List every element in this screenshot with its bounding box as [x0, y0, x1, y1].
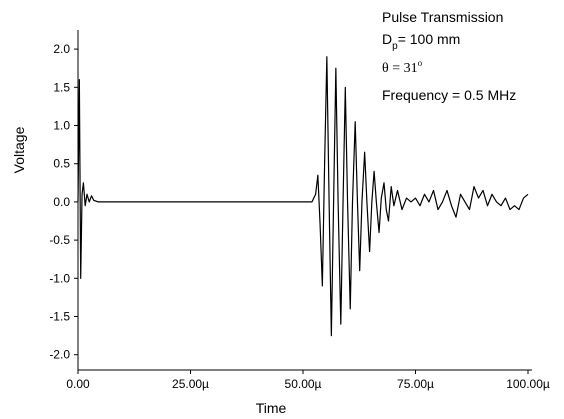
signal-line	[77, 56, 529, 337]
annotation-frequency: Frequency = 0.5 MHz	[382, 87, 516, 103]
dp-sub: p	[392, 41, 398, 52]
y-tick-label: -1.0	[49, 271, 70, 285]
y-axis-label: Voltage	[11, 126, 27, 173]
annotation-theta: θ = 31o	[382, 58, 423, 76]
y-tick-label: 0.0	[53, 195, 70, 209]
theta: θ = 31	[382, 61, 418, 76]
y-tick-label: -1.5	[49, 310, 70, 324]
x-axis-label: Time	[256, 400, 287, 416]
dp-main: D	[382, 31, 392, 47]
x-tick-label: 0.00	[66, 377, 90, 391]
annotation-title: Pulse Transmission	[382, 9, 503, 25]
x-tick-label: 50.00µ	[285, 377, 322, 391]
y-tick-label: -2.0	[49, 348, 70, 362]
x-tick-label: 75.00µ	[397, 377, 434, 391]
annotation-dp: Dp= 100 mm	[382, 31, 460, 52]
y-tick-label: -0.5	[49, 233, 70, 247]
y-tick-label: 1.0	[53, 119, 70, 133]
x-tick-label: 25.00µ	[172, 377, 209, 391]
x-tick-label: 100.00µ	[506, 377, 550, 391]
theta-sup: o	[418, 58, 423, 68]
y-tick-label: 1.5	[53, 80, 70, 94]
y-tick-label: 2.0	[53, 42, 70, 56]
y-tick-label: 0.5	[53, 157, 70, 171]
dp-rest: = 100 mm	[398, 31, 461, 47]
